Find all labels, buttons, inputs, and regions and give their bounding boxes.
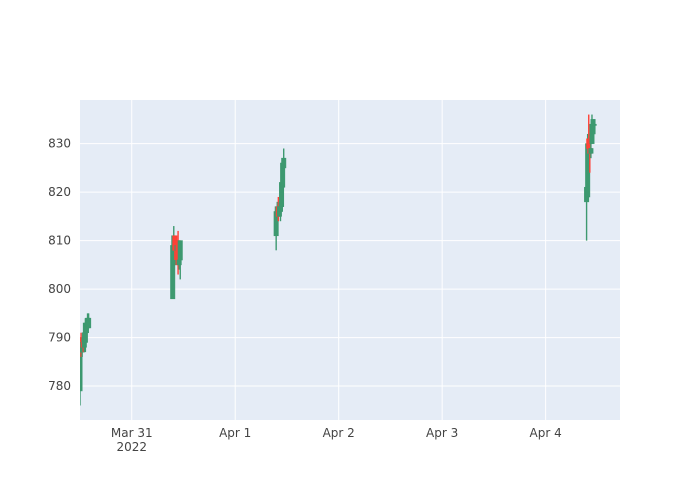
candle-body [591, 123, 597, 126]
candle-increasing [177, 240, 183, 280]
x-tick-label: Apr 3 [426, 426, 458, 440]
candle-body [281, 157, 287, 169]
candle-body [177, 240, 183, 261]
candle-body [588, 148, 594, 154]
y-tick-label: 810 [48, 234, 71, 248]
candle-increasing [590, 119, 596, 135]
candle-body [590, 119, 596, 135]
y-tick-label: 830 [48, 137, 71, 151]
x-tick-label: Apr 1 [219, 426, 251, 440]
candle-increasing [591, 119, 597, 126]
x-tick-label: Apr 2 [323, 426, 355, 440]
y-tick-label: 780 [48, 379, 71, 393]
y-axis-ticks: 780 790 800 810 820 830 [48, 137, 71, 393]
x-tick-sublabel: 2022 [116, 440, 147, 454]
y-tick-label: 800 [48, 282, 71, 296]
x-tick-label: Apr 4 [530, 426, 562, 440]
candles [80, 114, 597, 406]
grid-lines [80, 100, 620, 420]
candle-increasing [86, 313, 92, 329]
x-tick-label: Mar 31 [111, 426, 153, 440]
plot-background [80, 100, 620, 420]
y-tick-label: 820 [48, 185, 71, 199]
candle-body [86, 317, 92, 329]
y-tick-label: 790 [48, 331, 71, 345]
candle-increasing [281, 148, 287, 169]
